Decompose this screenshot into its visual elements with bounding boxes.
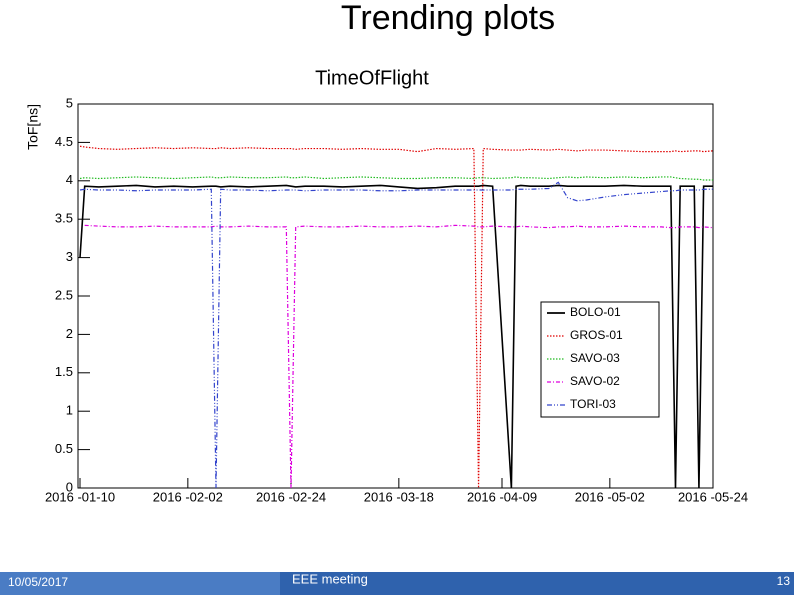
footer-event: EEE meeting [292, 571, 368, 586]
y-tick-label: 2 [66, 326, 73, 341]
plot-frame [77, 103, 714, 489]
series-line [79, 184, 713, 489]
y-tick-label: 5 [66, 95, 73, 110]
series-line [84, 224, 714, 489]
y-tick-label: 2.5 [55, 287, 73, 302]
y-tick-label: 4 [66, 172, 73, 187]
legend-label: GROS-01 [570, 328, 623, 342]
y-tick-label: 1.5 [55, 364, 73, 379]
x-tick-label: 2016 -05-24 [678, 489, 748, 504]
x-tick-label: 2016 -02-24 [256, 489, 326, 504]
legend-box [540, 301, 660, 418]
x-tick-label: 2016 -01-10 [45, 489, 115, 504]
legend-label: TORI-03 [570, 397, 616, 411]
x-tick-label: 2016 -03-18 [364, 489, 434, 504]
series-line [79, 181, 713, 489]
y-tick-label: 0.5 [55, 441, 73, 456]
y-tick-label: 1 [66, 403, 73, 418]
legend-label: SAVO-02 [570, 374, 620, 388]
footer-left [0, 572, 280, 595]
x-tick-label: 2016 -02-02 [153, 489, 223, 504]
legend-label: SAVO-03 [570, 351, 620, 365]
x-tick-label: 2016 -05-02 [575, 489, 645, 504]
footer-page: 13 [777, 574, 791, 588]
y-tick-label: 4.5 [55, 134, 73, 149]
y-tick-label: 3 [66, 249, 73, 264]
slide-title: Trending plots [341, 0, 555, 37]
series-line [79, 176, 713, 181]
y-axis-label: ToF[ns] [25, 104, 41, 150]
series-line [79, 145, 714, 489]
y-tick-label: 3.5 [55, 211, 73, 226]
y-tick-label: 0 [66, 479, 73, 494]
x-tick-label: 2016 -04-09 [467, 489, 537, 504]
footer-date: 10/05/2017 [8, 575, 68, 589]
legend-label: BOLO-01 [570, 305, 621, 319]
chart-title: TimeOfFlight [315, 67, 429, 89]
